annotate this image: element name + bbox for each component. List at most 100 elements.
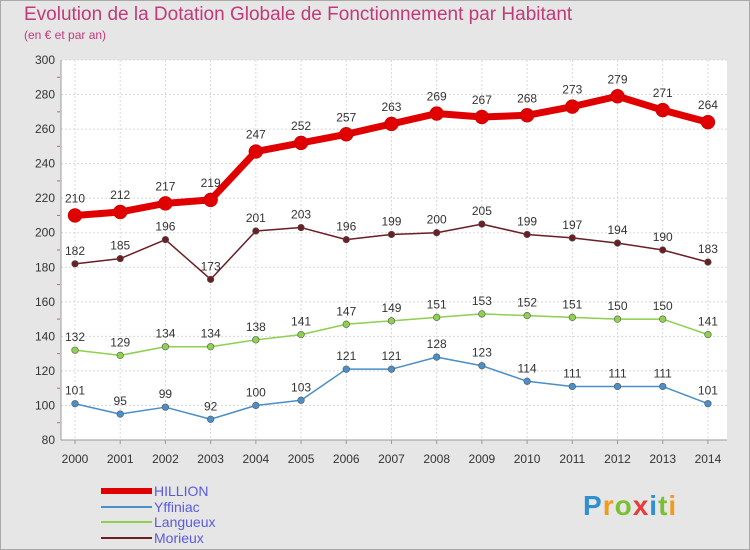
- y-tick-label: 240: [35, 157, 55, 171]
- x-tick-label: 2003: [197, 452, 224, 466]
- data-label-yffiniac: 114: [518, 361, 537, 375]
- data-label-morieux: 185: [110, 239, 130, 253]
- data-point-hillion: [67, 208, 83, 223]
- data-label-morieux: 190: [653, 230, 673, 244]
- data-point-hillion: [519, 108, 535, 123]
- x-tick-label: 2009: [469, 452, 496, 466]
- data-label-morieux: 197: [562, 218, 582, 232]
- data-point-langueux: [207, 343, 215, 351]
- data-label-langueux: 147: [336, 304, 356, 318]
- data-label-langueux: 134: [155, 327, 175, 341]
- data-point-morieux: [433, 229, 441, 237]
- x-tick-label: 2008: [423, 452, 450, 466]
- data-point-morieux: [71, 260, 79, 268]
- chart-subtitle: (en € et par an): [24, 28, 107, 42]
- data-point-morieux: [613, 239, 622, 247]
- x-tick-label: 2007: [378, 452, 405, 466]
- y-tick-label: 80: [42, 433, 56, 447]
- data-point-hillion: [293, 135, 309, 151]
- data-label-langueux: 153: [472, 294, 492, 308]
- data-point-langueux: [116, 351, 124, 359]
- data-point-yffiniac: [161, 403, 170, 411]
- data-label-langueux: 134: [201, 327, 221, 341]
- data-label-morieux: 199: [381, 214, 401, 228]
- data-point-hillion: [339, 127, 354, 142]
- y-tick-label: 200: [35, 226, 55, 240]
- data-point-yffiniac: [523, 377, 531, 385]
- x-tick-label: 2004: [242, 452, 269, 466]
- data-point-yffiniac: [478, 362, 486, 370]
- y-tick-label: 280: [35, 88, 55, 102]
- data-point-langueux: [387, 317, 396, 325]
- data-label-morieux: 203: [291, 208, 311, 222]
- data-point-hillion: [610, 89, 625, 104]
- data-point-morieux: [568, 234, 576, 242]
- data-point-langueux: [478, 310, 486, 318]
- data-point-morieux: [704, 258, 712, 266]
- data-label-hillion: 267: [472, 93, 492, 107]
- data-point-hillion: [474, 109, 490, 125]
- data-label-hillion: 279: [608, 72, 628, 86]
- data-point-yffiniac: [387, 365, 396, 373]
- data-point-yffiniac: [568, 382, 576, 391]
- data-point-hillion: [248, 144, 264, 159]
- legend-label-yffiniac: Yffiniac: [154, 499, 200, 515]
- data-label-morieux: 194: [608, 223, 628, 237]
- data-point-morieux: [207, 275, 215, 283]
- y-tick-label: 140: [35, 329, 55, 343]
- data-label-langueux: 138: [246, 320, 266, 334]
- x-tick-label: 2014: [695, 452, 722, 466]
- data-label-yffiniac: 103: [291, 380, 311, 394]
- data-label-langueux: 149: [381, 301, 401, 315]
- data-label-morieux: 200: [427, 213, 447, 227]
- data-point-hillion: [700, 114, 716, 130]
- data-label-langueux: 132: [65, 330, 85, 344]
- x-tick-label: 2005: [288, 452, 315, 466]
- data-point-morieux: [161, 236, 170, 244]
- data-label-yffiniac: 92: [204, 399, 218, 413]
- y-tick-label: 160: [35, 295, 55, 309]
- data-point-hillion: [565, 99, 580, 114]
- data-label-langueux: 141: [291, 315, 311, 329]
- data-point-langueux: [568, 313, 576, 321]
- data-label-yffiniac: 99: [159, 387, 173, 401]
- x-tick-label: 2000: [62, 452, 89, 466]
- data-point-morieux: [659, 246, 667, 254]
- data-label-hillion: 268: [517, 91, 537, 105]
- data-point-langueux: [252, 336, 260, 344]
- y-tick-label: 220: [35, 191, 55, 205]
- data-label-yffiniac: 121: [381, 349, 401, 363]
- proxiti-logo: Proxiti: [583, 490, 678, 521]
- data-point-hillion: [158, 196, 173, 211]
- data-point-langueux: [342, 320, 350, 328]
- data-label-hillion: 217: [155, 179, 175, 193]
- data-label-langueux: 151: [562, 297, 582, 311]
- legend-label-langueux: Langueux: [154, 514, 216, 530]
- data-label-hillion: 273: [562, 83, 582, 97]
- legend-label-hillion: HILLION: [154, 483, 208, 499]
- x-tick-label: 2010: [514, 452, 541, 466]
- data-point-morieux: [116, 255, 124, 263]
- data-label-hillion: 269: [427, 90, 447, 104]
- x-tick-label: 2013: [649, 452, 676, 466]
- data-label-yffiniac: 101: [65, 384, 85, 398]
- data-point-langueux: [613, 315, 622, 323]
- plot-area: [61, 60, 727, 440]
- data-label-hillion: 252: [291, 119, 311, 133]
- data-label-hillion: 271: [653, 86, 673, 100]
- x-tick-label: 2001: [107, 452, 134, 466]
- data-point-yffiniac: [71, 400, 79, 408]
- data-point-hillion: [384, 116, 399, 132]
- data-label-langueux: 141: [698, 315, 718, 329]
- data-point-yffiniac: [207, 415, 215, 423]
- chart-title: Evolution de la Dotation Globale de Fonc…: [24, 4, 573, 25]
- data-label-morieux: 182: [65, 244, 85, 258]
- data-point-yffiniac: [613, 382, 622, 391]
- data-label-morieux: 196: [155, 220, 175, 234]
- data-point-langueux: [659, 315, 667, 323]
- x-tick-label: 2002: [152, 452, 179, 466]
- data-label-hillion: 263: [381, 100, 401, 114]
- y-tick-label: 100: [35, 398, 55, 412]
- data-label-langueux: 150: [608, 299, 628, 313]
